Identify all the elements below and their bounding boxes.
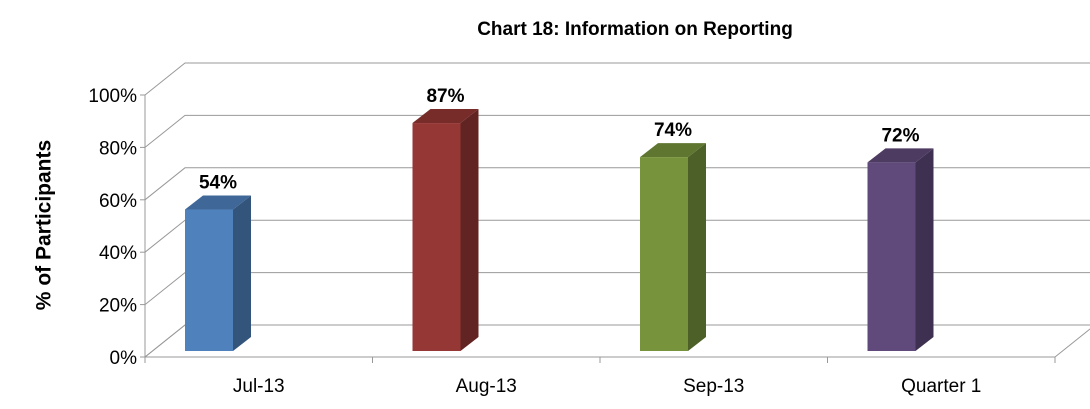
bar-side [460, 109, 479, 351]
y-tick-label: 0% [110, 348, 138, 369]
data-label: 72% [881, 125, 919, 146]
data-label: 87% [426, 86, 464, 107]
y-tick-label: 60% [99, 191, 137, 212]
x-tick-label: Quarter 1 [901, 376, 981, 397]
bar-top [640, 143, 706, 158]
bar-side [233, 195, 251, 351]
y-axis-label: % of Participants [33, 140, 56, 310]
bar [185, 209, 233, 351]
grid-line [144, 324, 1090, 358]
bar-top [867, 148, 934, 163]
x-tick-label: Jul-13 [233, 376, 285, 397]
y-tick-label: 40% [99, 243, 137, 264]
bar-side [915, 148, 934, 351]
bar [640, 157, 688, 351]
data-label: 54% [199, 173, 237, 194]
grid-line [144, 167, 1090, 201]
grid-line [144, 272, 1090, 305]
bar-side [688, 143, 706, 351]
bar-top [185, 195, 251, 210]
y-tick-label: 100% [88, 86, 137, 107]
grid-line [144, 62, 1090, 96]
chart-title: Chart 18: Information on Reporting [477, 19, 793, 40]
x-tick-label: Aug-13 [456, 376, 517, 397]
bar [867, 162, 916, 351]
grid-line [144, 219, 1090, 253]
x-tick-label: Sep-13 [683, 376, 744, 397]
grid-line [144, 114, 1090, 148]
floor [143, 324, 1090, 358]
data-label: 74% [654, 120, 692, 141]
y-tick-label: 20% [99, 296, 137, 317]
bar-top [412, 109, 479, 124]
bar [412, 123, 461, 351]
y-tick-label: 80% [99, 138, 137, 159]
